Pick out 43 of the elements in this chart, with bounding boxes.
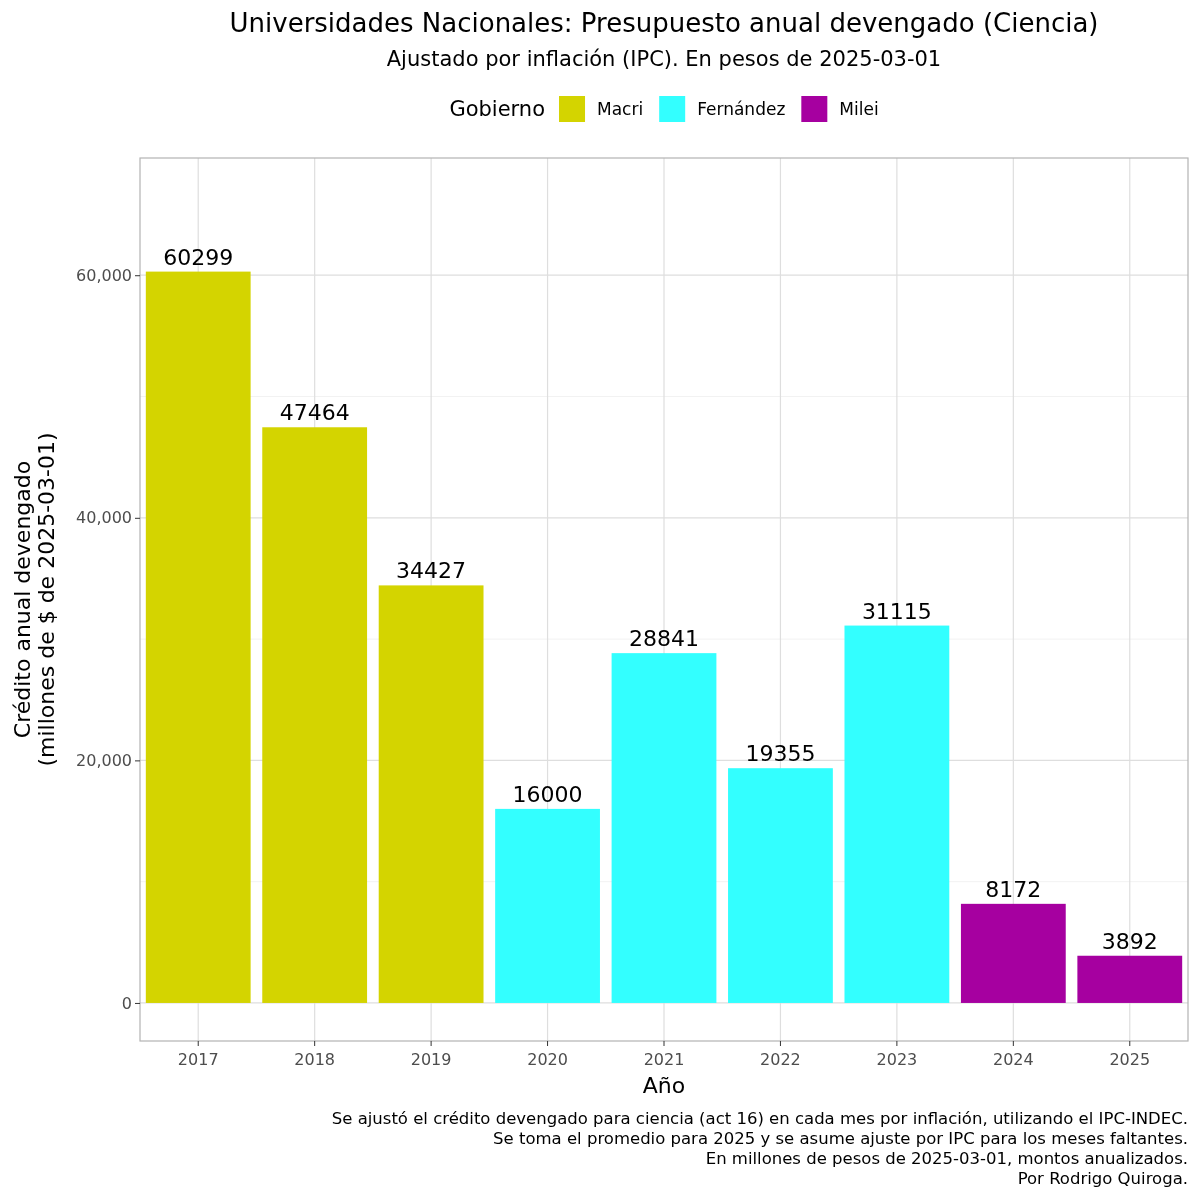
bar: [378, 585, 484, 1003]
text: Se ajustó el crédito devengado para ciencia (act 16) en cada mes por inflación, utilizando el IPC-INDEC.: [331, 1109, 1188, 1128]
legend-label: Fernández: [697, 98, 786, 119]
text: En millones de pesos de 2025-03-01, montos anualizados.: [705, 1149, 1188, 1168]
x-tick-label: 2018: [294, 1050, 336, 1069]
bar: [495, 808, 600, 1003]
bar: [1077, 955, 1183, 1003]
x-tick-label: 2024: [992, 1050, 1034, 1069]
x-tick-label: 2025: [1109, 1050, 1151, 1069]
text: Se toma el promedio para 2025 y se asume ajuste por IPC para los meses faltantes.: [493, 1129, 1188, 1148]
data-label: 19355: [745, 741, 816, 767]
x-tick-label: 2017: [177, 1050, 219, 1069]
data-label: 60299: [163, 244, 234, 270]
x-tick-label: 2021: [643, 1050, 685, 1069]
y-axis-title: Crédito anual devengado (millones de $ de 2025-03-01): [10, 432, 60, 767]
data-label: 8172: [985, 876, 1042, 902]
x-tick-label: 2023: [876, 1050, 918, 1069]
text: Por Rodrigo Quiroga.: [1017, 1169, 1188, 1188]
x-axis-title: Año: [642, 1073, 686, 1098]
bar: [844, 625, 950, 1003]
y-tick-label: 0: [121, 993, 132, 1013]
legend-label: Macri: [597, 98, 644, 119]
bar: [611, 653, 717, 1003]
data-label: 3892: [1101, 928, 1158, 954]
data-label: 34427: [396, 558, 467, 584]
x-tick-label: 2020: [527, 1050, 568, 1069]
legend-label: Milei: [839, 98, 879, 119]
bar: [145, 271, 251, 1003]
data-label: 16000: [512, 781, 583, 807]
bar: [960, 903, 1066, 1003]
y-tick-label: 60,000: [76, 265, 132, 285]
x-tick-label: 2022: [760, 1050, 801, 1069]
bar: [728, 768, 833, 1003]
chart-title: Universidades Nacionales: Presupuesto anual devengado (Ciencia): [229, 8, 1099, 38]
y-tick-label: 20,000: [76, 751, 132, 770]
chart-subtitle: Ajustado por inflación (IPC). En pesos de 2025-03-01: [386, 47, 942, 71]
y-tick-label: 40,000: [76, 508, 132, 528]
data-label: 31115: [861, 598, 932, 624]
legend-title: Gobierno: [449, 97, 546, 122]
x-tick-label: 2019: [410, 1050, 452, 1069]
data-label: 47464: [279, 400, 350, 426]
bar: [262, 427, 368, 1003]
data-label: 28841: [629, 626, 699, 652]
